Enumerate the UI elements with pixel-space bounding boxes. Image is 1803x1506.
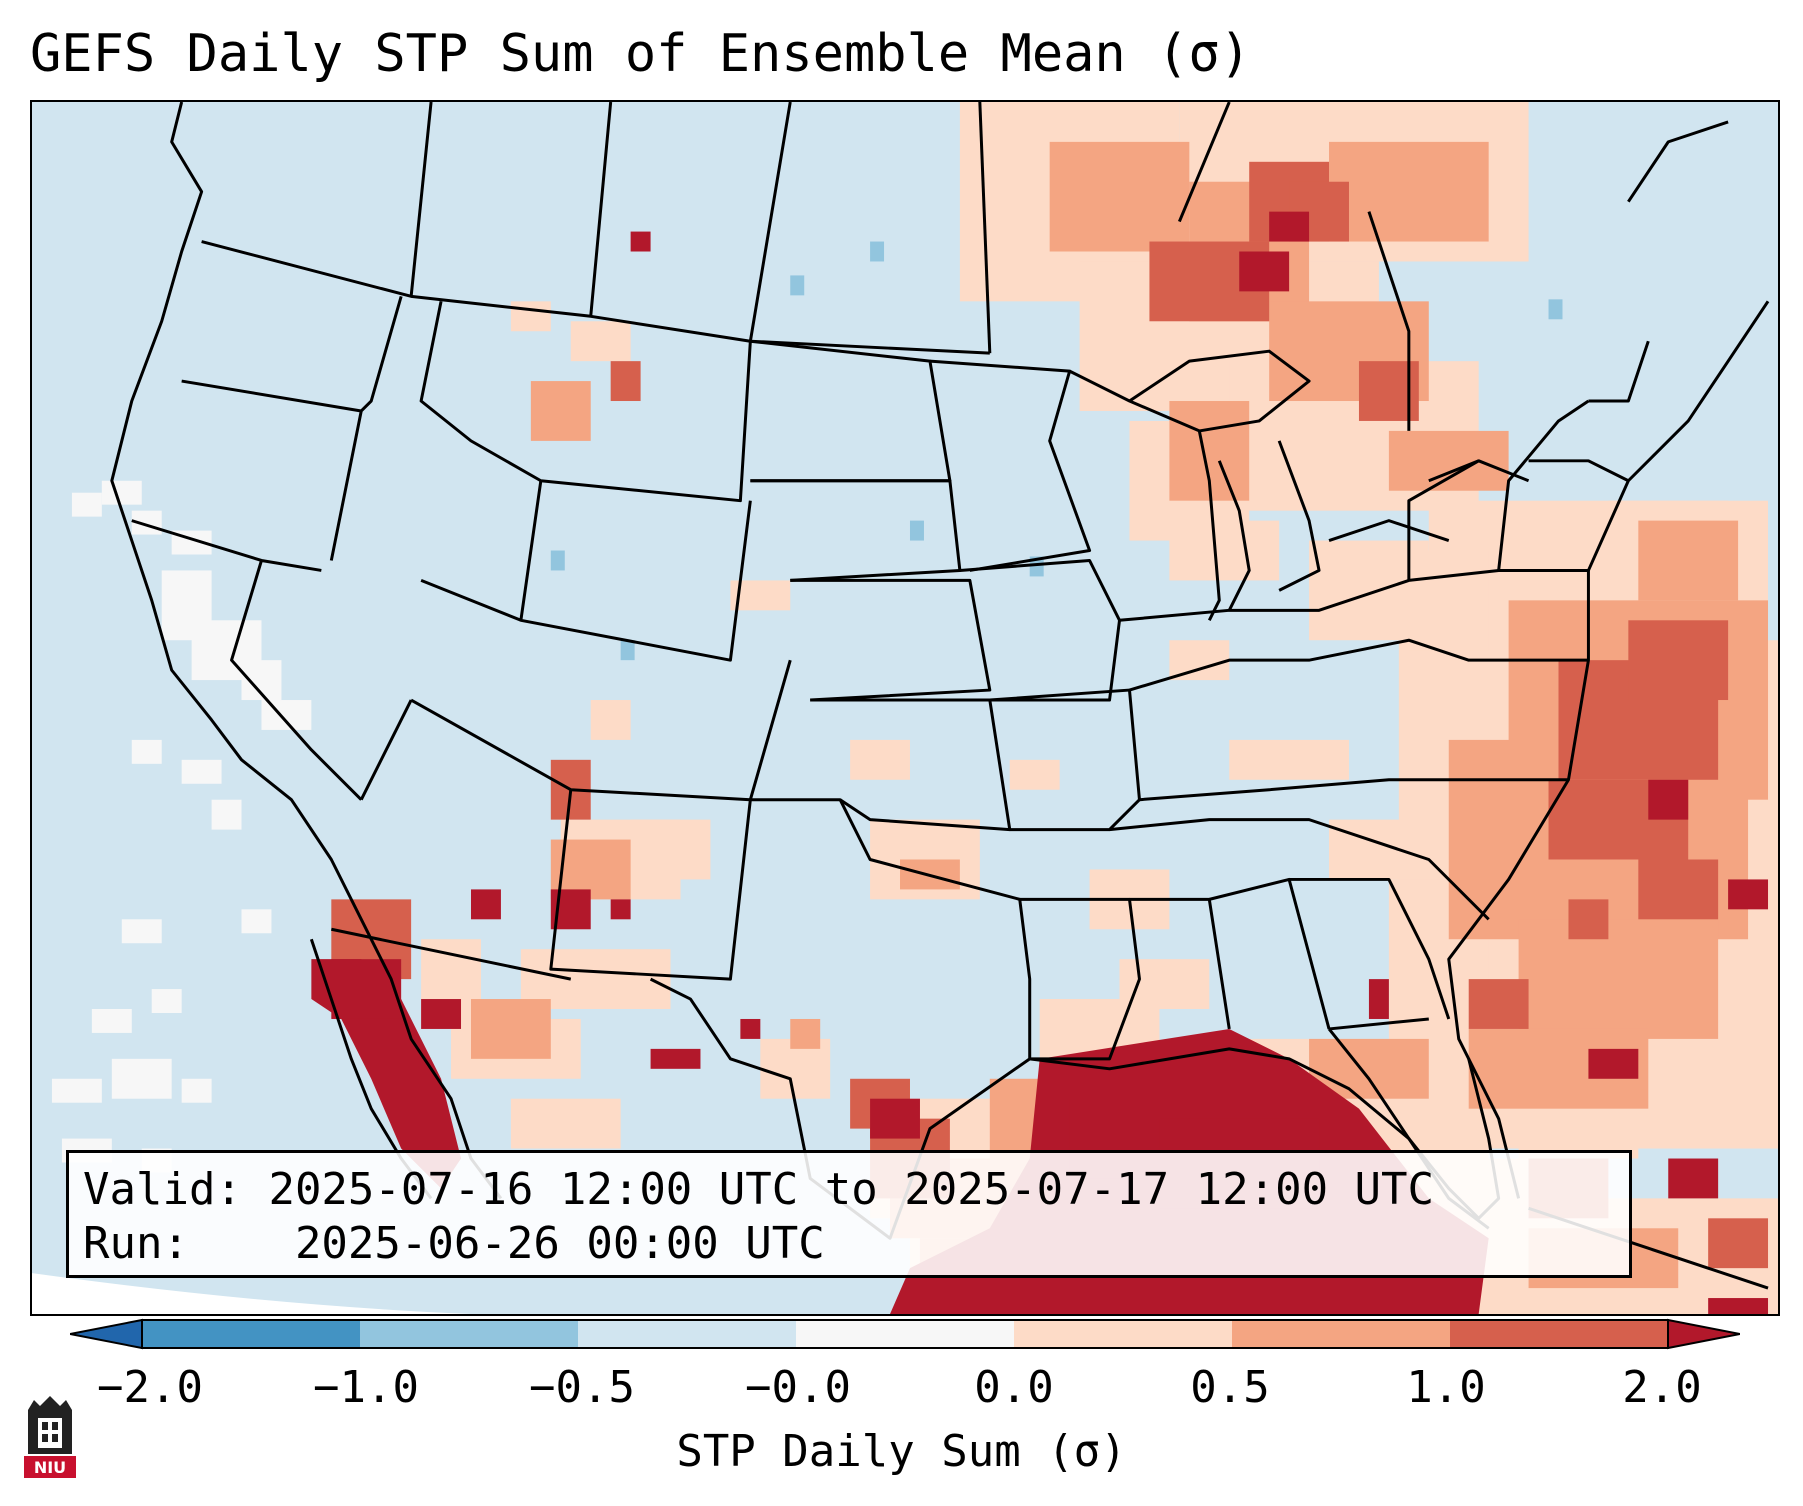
colorbar-tick-label: 1.0	[1406, 1362, 1486, 1413]
colorbar-tick-label: 0.5	[1190, 1362, 1270, 1413]
map-domain-edge	[32, 1273, 731, 1314]
colorbar-extend-min	[70, 1318, 143, 1350]
colorbar-segment	[360, 1320, 579, 1348]
slight-negative-cells	[550, 241, 1563, 661]
run-label: Run:	[83, 1218, 189, 1269]
colorbar-segment	[1014, 1320, 1233, 1348]
logo-text: NIU	[34, 1458, 66, 1477]
colorbar-ticks: −2.0 −1.0 −0.5 −0.0 0.0 0.5 1.0 2.0	[0, 1360, 1803, 1420]
colorbar-segment	[796, 1320, 1015, 1348]
plot-title: GEFS Daily STP Sum of Ensemble Mean (σ)	[30, 24, 1251, 84]
colorbar-segment	[142, 1320, 361, 1348]
run-time-line: Run: 2025-06-26 00:00 UTC	[83, 1217, 1615, 1271]
colorbar-label: STP Daily Sum (σ)	[676, 1426, 1127, 1477]
map-panel	[30, 100, 1780, 1316]
valid-time-line: Valid: 2025-07-16 12:00 UTC to 2025-07-1…	[83, 1163, 1615, 1217]
stp-anomaly-map	[32, 102, 1778, 1314]
colorbar	[70, 1318, 1740, 1350]
niu-logo: NIU	[24, 1396, 76, 1478]
colorbar-tick-label: 0.0	[974, 1362, 1054, 1413]
colorbar-outline	[141, 1319, 1669, 1349]
run-value: 2025-06-26 00:00 UTC	[294, 1218, 825, 1269]
colorbar-tick-label: −1.0	[313, 1362, 419, 1413]
colorbar-segment	[1232, 1320, 1451, 1348]
colorbar-tick-label: −2.0	[97, 1362, 203, 1413]
colorbar-tick-label: 2.0	[1622, 1362, 1702, 1413]
colorbar-segments	[70, 1318, 1740, 1350]
valid-value: 2025-07-16 12:00 UTC to 2025-07-17 12:00…	[268, 1164, 1435, 1215]
colorbar-tick-label: −0.5	[529, 1362, 635, 1413]
valid-label: Valid:	[83, 1164, 242, 1215]
colorbar-segment	[1450, 1320, 1669, 1348]
colorbar-segment	[578, 1320, 797, 1348]
run-info-box: Valid: 2025-07-16 12:00 UTC to 2025-07-1…	[66, 1150, 1632, 1278]
colorbar-extend-max	[1667, 1318, 1740, 1350]
colorbar-tick-label: −0.0	[745, 1362, 851, 1413]
